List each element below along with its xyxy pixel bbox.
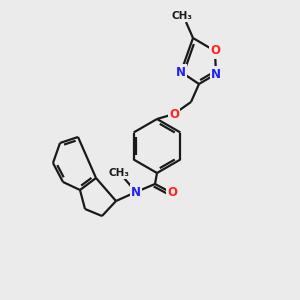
Text: O: O bbox=[169, 107, 179, 121]
Text: O: O bbox=[210, 44, 220, 58]
Text: N: N bbox=[176, 65, 186, 79]
Text: N: N bbox=[131, 185, 141, 199]
Text: O: O bbox=[167, 187, 177, 200]
Text: CH₃: CH₃ bbox=[172, 11, 193, 21]
Text: CH₃: CH₃ bbox=[109, 168, 130, 178]
Text: N: N bbox=[211, 68, 221, 80]
